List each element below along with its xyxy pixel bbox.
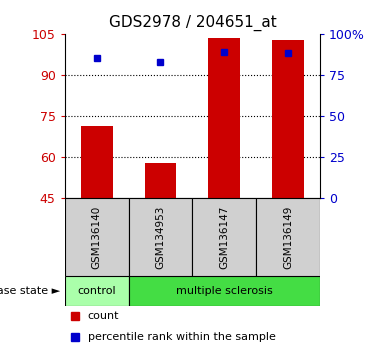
Text: GSM136147: GSM136147	[219, 205, 229, 269]
Text: percentile rank within the sample: percentile rank within the sample	[88, 332, 276, 342]
Text: disease state ►: disease state ►	[0, 286, 60, 296]
Title: GDS2978 / 204651_at: GDS2978 / 204651_at	[108, 15, 276, 31]
Bar	[256, 198, 320, 276]
Bar	[129, 198, 192, 276]
Bar	[192, 198, 256, 276]
Text: GSM136140: GSM136140	[92, 206, 102, 269]
Bar	[272, 40, 304, 198]
Text: GSM136149: GSM136149	[283, 205, 293, 269]
Text: multiple sclerosis: multiple sclerosis	[176, 286, 273, 296]
Bar	[145, 162, 176, 198]
Bar	[65, 276, 129, 306]
Bar	[65, 198, 129, 276]
Text: control: control	[77, 286, 116, 296]
Bar	[208, 38, 240, 198]
Bar	[81, 126, 112, 198]
Bar	[129, 276, 320, 306]
Text: count: count	[88, 312, 119, 321]
Text: GSM134953: GSM134953	[155, 205, 165, 269]
